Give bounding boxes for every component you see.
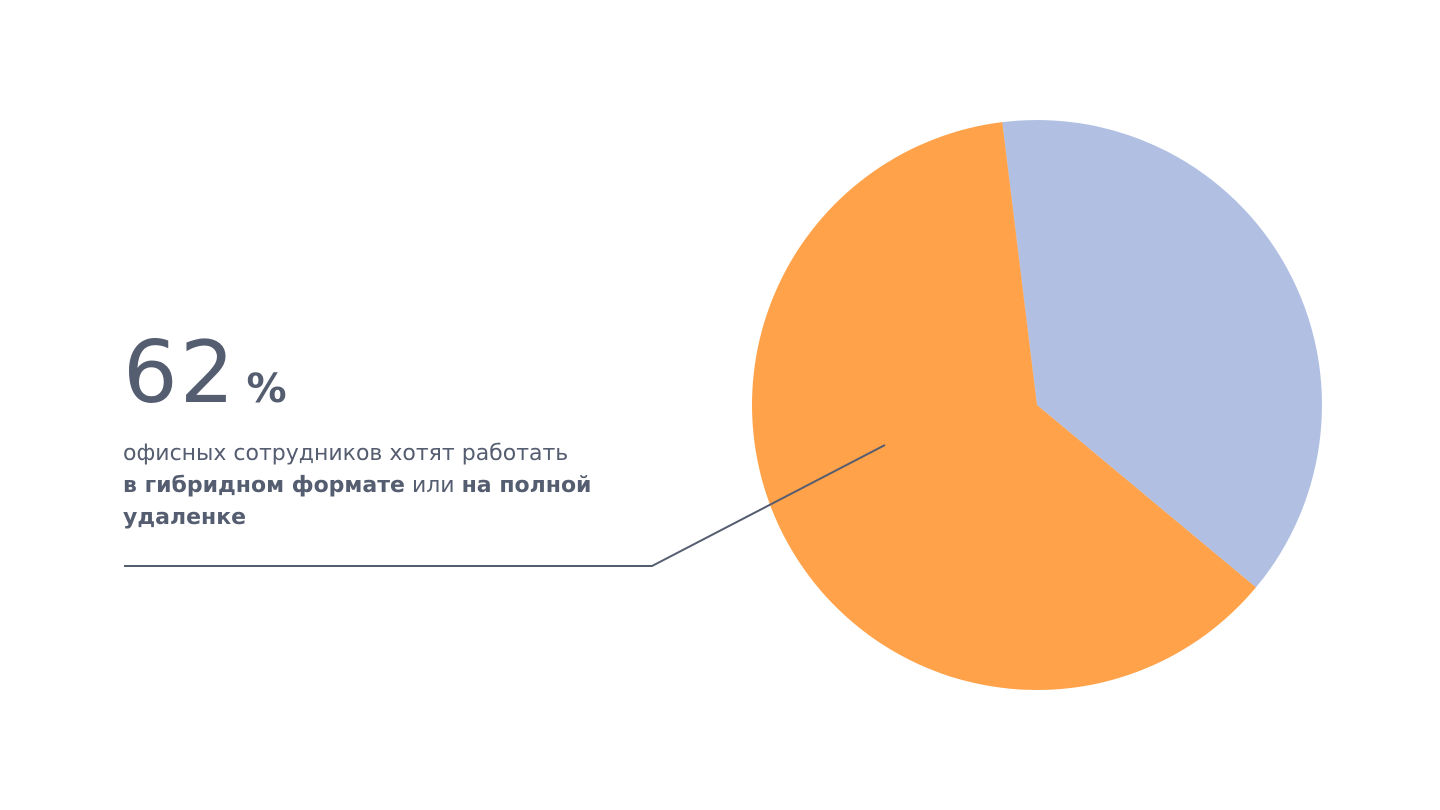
caption-text: офисных сотрудников хотят работать [123,441,569,466]
stat-caption: офисных сотрудников хотят работать в гиб… [123,438,683,534]
caption-or: или [411,473,455,498]
pie-slice-primary [752,122,1256,691]
leader-line [124,444,886,567]
caption-bold-remote: на полной удаленке [123,473,592,530]
stat-value: 62 [123,323,237,423]
stat-callout: 62 % офисных сотрудников хотят работать … [123,330,683,534]
stat-unit: % [246,366,287,412]
stat-value-row: 62 % [123,330,683,416]
pie-slices [752,119,1323,691]
pie-slice-secondary [1002,119,1323,588]
caption-bold-hybrid: в гибридном формате [123,473,405,498]
